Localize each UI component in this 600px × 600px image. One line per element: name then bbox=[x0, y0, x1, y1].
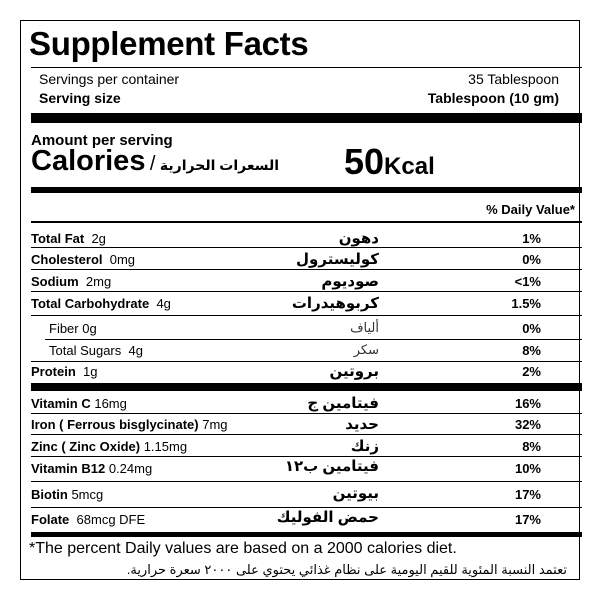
row-total-sugars: Total Sugars 4g bbox=[49, 343, 143, 358]
row-protein: Protein 1g bbox=[31, 364, 98, 379]
row-total-fat-arabic: دهون bbox=[338, 230, 379, 247]
calories-arabic: السعرات الحرارية bbox=[159, 157, 280, 173]
row-total-carbohydrate-dv: 1.5% bbox=[511, 296, 541, 311]
row-iron-dv: 32% bbox=[514, 417, 541, 432]
calories-line: Calories / السعرات الحرارية bbox=[31, 145, 279, 181]
row-vitamin-b12-arabic: فيتامين ب١٢ bbox=[284, 458, 379, 475]
calories-value: 50 bbox=[344, 141, 385, 182]
row-divider bbox=[31, 361, 582, 362]
row-divider bbox=[31, 434, 582, 435]
row-cholesterol-arabic: كوليسترول bbox=[296, 251, 379, 268]
row-protein-arabic: بروتين bbox=[329, 363, 379, 380]
row-divider bbox=[31, 247, 582, 248]
label-title: Supplement Facts bbox=[29, 25, 309, 62]
row-biotin: Biotin 5mcg bbox=[31, 487, 104, 502]
row-vitamin-c: Vitamin C 16mg bbox=[31, 396, 127, 411]
row-folate: Folate 68mcg DFE bbox=[31, 512, 146, 527]
thick-divider-calories bbox=[31, 187, 582, 193]
row-biotin-dv: 17% bbox=[514, 487, 541, 502]
thick-divider-top bbox=[31, 113, 582, 123]
row-sodium-dv: <1% bbox=[514, 274, 541, 289]
daily-value-header: % Daily Value* bbox=[486, 202, 575, 217]
row-total-sugars-arabic: سكر bbox=[353, 342, 379, 357]
row-total-carbohydrate: Total Carbohydrate 4g bbox=[31, 296, 171, 311]
row-divider bbox=[31, 413, 582, 414]
header-divider bbox=[31, 221, 582, 223]
thick-divider-vitamins bbox=[31, 383, 582, 391]
row-biotin-arabic: بيوتين bbox=[332, 485, 379, 502]
row-divider bbox=[45, 339, 582, 340]
row-sodium-arabic: صوديوم bbox=[321, 273, 379, 290]
row-sodium: Sodium 2mg bbox=[31, 274, 112, 289]
row-vitamin-c-arabic: فيتامين ج bbox=[307, 395, 379, 412]
amount-per-serving: Amount per serving bbox=[31, 132, 173, 149]
calories-slash: / bbox=[149, 153, 156, 175]
row-fiber-dv: 0% bbox=[522, 321, 541, 336]
calories-unit: Kcal bbox=[384, 153, 435, 180]
row-total-fat-dv: 1% bbox=[522, 231, 541, 246]
row-folate-arabic: حمض الفوليك bbox=[276, 509, 379, 526]
thick-divider-bottom bbox=[31, 532, 582, 537]
row-cholesterol: Cholesterol 0mg bbox=[31, 252, 136, 267]
row-divider bbox=[31, 456, 582, 457]
serving-size-value: Tablespoon (10 gm) bbox=[427, 90, 559, 106]
row-fiber-arabic: ألياف bbox=[350, 320, 379, 335]
footnote-arabic: تعتمد النسبة المئوية للقيم اليومية على ن… bbox=[126, 562, 567, 577]
row-vitamin-c-dv: 16% bbox=[514, 396, 541, 411]
row-total-sugars-dv: 8% bbox=[522, 343, 541, 358]
row-fiber: Fiber 0g bbox=[49, 321, 97, 336]
row-total-fat: Total Fat 2g bbox=[31, 231, 106, 246]
serving-size-label: Serving size bbox=[39, 90, 121, 106]
row-divider bbox=[31, 481, 582, 482]
row-divider bbox=[31, 507, 582, 508]
row-protein-dv: 2% bbox=[522, 364, 541, 379]
calories-value-group: 50Kcal bbox=[344, 141, 435, 183]
row-iron: Iron ( Ferrous bisglycinate) 7mg bbox=[31, 417, 228, 432]
row-vitamin-b12: Vitamin B12 0.24mg bbox=[31, 461, 153, 476]
footnote-english: *The percent Daily values are based on a… bbox=[29, 540, 457, 557]
row-zinc-arabic: زنك bbox=[350, 438, 379, 455]
supplement-facts-label: Supplement Facts Servings per container … bbox=[20, 20, 582, 580]
row-divider bbox=[31, 269, 582, 270]
row-vitamin-b12-dv: 10% bbox=[514, 461, 541, 476]
row-divider bbox=[31, 315, 582, 316]
row-divider bbox=[31, 291, 582, 292]
row-total-carbohydrate-arabic: كربوهيدرات bbox=[291, 295, 379, 312]
row-folate-dv: 17% bbox=[514, 512, 541, 527]
row-cholesterol-dv: 0% bbox=[522, 252, 541, 267]
row-zinc: Zinc ( Zinc Oxide) 1.15mg bbox=[31, 439, 188, 454]
calories-label: Calories bbox=[31, 145, 146, 177]
row-zinc-dv: 8% bbox=[522, 439, 541, 454]
row-iron-arabic: حديد bbox=[345, 416, 379, 433]
servings-per-container-label: Servings per container bbox=[39, 71, 180, 87]
title-divider bbox=[31, 67, 582, 68]
servings-per-container-value: 35 Tablespoon bbox=[468, 71, 559, 87]
